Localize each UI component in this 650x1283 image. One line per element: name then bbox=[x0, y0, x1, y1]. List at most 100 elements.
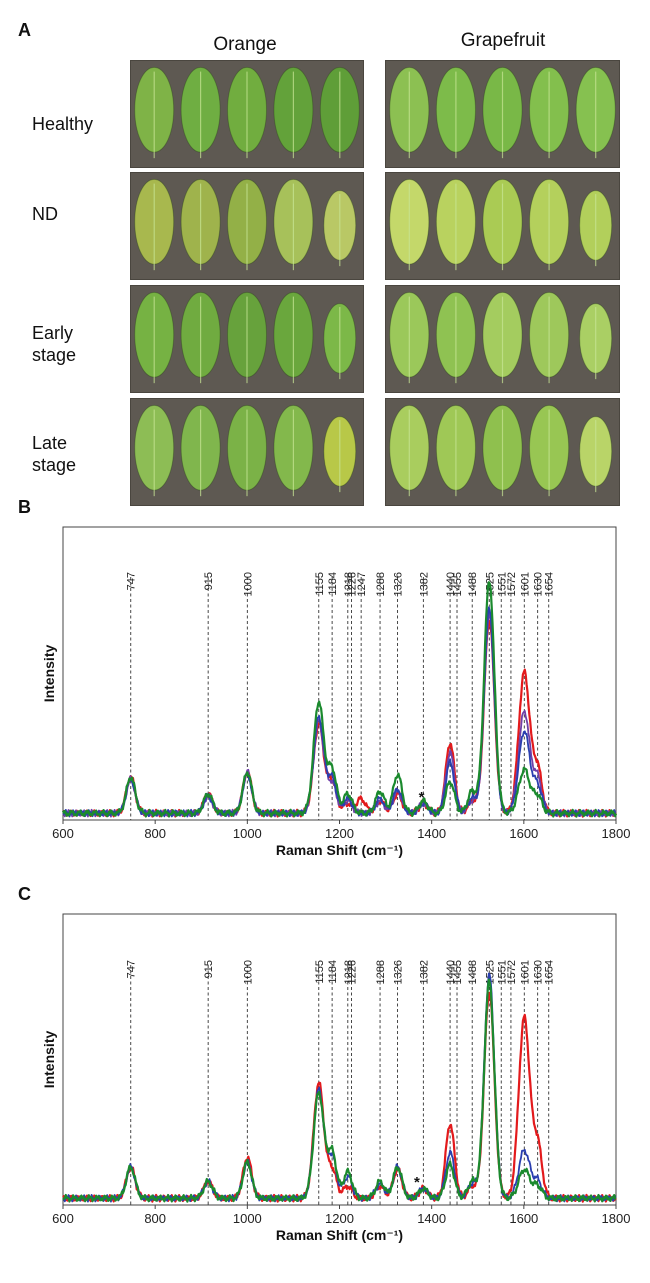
x-tick-label-1200: 1200 bbox=[325, 826, 354, 841]
leaf-icon bbox=[134, 404, 175, 497]
leaf-icon bbox=[435, 291, 476, 384]
raman-spectrum-chart-c: 747 915 1000 1155 1184 1218 1226 1288 1326 1382 14… bbox=[0, 902, 640, 1277]
reference-line-label-1326: 1326 bbox=[393, 572, 405, 596]
series-line-red bbox=[62, 991, 617, 1203]
leaf-icon bbox=[529, 291, 570, 384]
leaf-photo-orange-1 bbox=[130, 172, 364, 280]
row-label-line: stage bbox=[32, 345, 77, 365]
leaf-icon bbox=[227, 66, 267, 159]
reference-line-label-1525: 1525 bbox=[484, 960, 496, 984]
column-header-orange: Orange bbox=[213, 34, 277, 55]
series-line-red bbox=[62, 619, 617, 818]
leaf-icon bbox=[227, 291, 267, 384]
leaf-icon bbox=[435, 404, 476, 497]
reference-line-label-1572: 1572 bbox=[506, 572, 518, 596]
reference-line-label-1630: 1630 bbox=[533, 960, 545, 984]
reference-line-label-1551: 1551 bbox=[496, 960, 508, 984]
x-axis-label: Raman Shift (cm⁻¹) bbox=[276, 1227, 403, 1243]
reference-line-label-1247: 1247 bbox=[356, 572, 368, 596]
leaf-icon bbox=[273, 291, 314, 384]
x-tick-label-1400: 1400 bbox=[417, 1211, 446, 1226]
x-tick-label-1400: 1400 bbox=[417, 826, 446, 841]
reference-line-label-1440: 1440 bbox=[445, 572, 457, 596]
leaf-icon bbox=[180, 404, 221, 497]
leaf-icon bbox=[389, 404, 430, 497]
reference-line-label-1155: 1155 bbox=[314, 572, 326, 596]
reference-line-label-1488: 1488 bbox=[467, 572, 479, 596]
panel-c-letter: C bbox=[18, 884, 31, 904]
x-tick-label-600: 600 bbox=[52, 1211, 74, 1226]
leaf-icon bbox=[482, 404, 523, 497]
x-tick-label-1000: 1000 bbox=[233, 1211, 262, 1226]
reference-line-label-915: 915 bbox=[203, 572, 215, 590]
reference-line-label-1440: 1440 bbox=[445, 960, 457, 984]
row-label-0: Healthy bbox=[32, 113, 93, 135]
x-axis-label: Raman Shift (cm⁻¹) bbox=[276, 842, 403, 858]
leaf-icon bbox=[389, 66, 430, 159]
series-line-blue bbox=[62, 606, 617, 818]
leaf-photo-grapefruit-1 bbox=[385, 172, 620, 280]
row-label-line: Healthy bbox=[32, 114, 94, 134]
leaf-icon bbox=[180, 66, 221, 159]
leaf-icon bbox=[180, 178, 221, 271]
row-label-line: stage bbox=[32, 455, 77, 475]
leaf-icon bbox=[579, 303, 613, 380]
x-tick-label-1200: 1200 bbox=[325, 1211, 354, 1226]
row-label-line: Early bbox=[32, 323, 74, 343]
leaf-icon bbox=[529, 178, 570, 271]
reference-line-label-1382: 1382 bbox=[418, 960, 430, 984]
reference-line-label-1654: 1654 bbox=[544, 572, 556, 596]
row-label-line: ND bbox=[32, 204, 58, 224]
annotation-star: * bbox=[419, 789, 425, 806]
leaf-icon bbox=[435, 66, 476, 159]
row-label-2: Early stage bbox=[32, 322, 76, 366]
reference-line-label-1288: 1288 bbox=[375, 572, 387, 596]
reference-line-label-1601: 1601 bbox=[519, 572, 531, 596]
series-line-green bbox=[62, 978, 617, 1203]
panel-a-letter: A bbox=[18, 20, 31, 40]
row-label-1: ND bbox=[32, 203, 58, 225]
row-label-line: Late bbox=[32, 433, 68, 453]
series-line-green bbox=[61, 581, 618, 818]
x-tick-label-1600: 1600 bbox=[509, 1211, 538, 1226]
reference-line-label-1000: 1000 bbox=[242, 572, 254, 596]
reference-line-label-1326: 1326 bbox=[393, 960, 405, 984]
reference-line-label-1488: 1488 bbox=[467, 960, 479, 984]
reference-line-label-1184: 1184 bbox=[327, 960, 339, 984]
plot-frame bbox=[62, 913, 617, 1206]
leaf-icon bbox=[180, 291, 221, 384]
leaf-icon bbox=[529, 66, 570, 159]
reference-line-label-1455: 1455 bbox=[452, 960, 464, 984]
leaf-icon bbox=[435, 178, 476, 271]
leaf-icon bbox=[227, 404, 267, 497]
leaf-photo-grapefruit-3 bbox=[385, 398, 620, 506]
leaf-icon bbox=[323, 190, 357, 267]
leaf-icon bbox=[273, 66, 314, 159]
reference-line-label-747: 747 bbox=[126, 572, 138, 590]
leaf-icon bbox=[529, 404, 570, 497]
leaf-photo-orange-0 bbox=[130, 60, 364, 168]
annotation-star: * bbox=[414, 1174, 420, 1191]
leaf-icon bbox=[319, 66, 360, 159]
reference-line-label-1226: 1226 bbox=[346, 960, 358, 984]
reference-line-label-1572: 1572 bbox=[506, 960, 518, 984]
y-axis-label: Intensity bbox=[41, 645, 57, 703]
x-tick-label-600: 600 bbox=[52, 826, 74, 841]
reference-line-label-1551: 1551 bbox=[496, 572, 508, 596]
panel-b-letter: B bbox=[18, 497, 31, 517]
leaf-photo-grapefruit-2 bbox=[385, 285, 620, 393]
leaf-photo-orange-3 bbox=[130, 398, 364, 506]
leaf-icon bbox=[482, 66, 523, 159]
row-label-3: Late stage bbox=[32, 432, 76, 476]
reference-line-label-1630: 1630 bbox=[533, 572, 545, 596]
x-tick-label-1800: 1800 bbox=[602, 826, 631, 841]
leaf-icon bbox=[227, 178, 267, 271]
reference-line-label-1288: 1288 bbox=[375, 960, 387, 984]
reference-line-label-1000: 1000 bbox=[242, 960, 254, 984]
raman-spectrum-chart-b: 747 915 1000 1155 1184 1218 1226 1247 1288 1326 13… bbox=[0, 515, 640, 885]
reference-line-label-1654: 1654 bbox=[544, 960, 556, 984]
y-axis-label: Intensity bbox=[41, 1031, 57, 1089]
reference-line-label-1155: 1155 bbox=[314, 960, 326, 984]
